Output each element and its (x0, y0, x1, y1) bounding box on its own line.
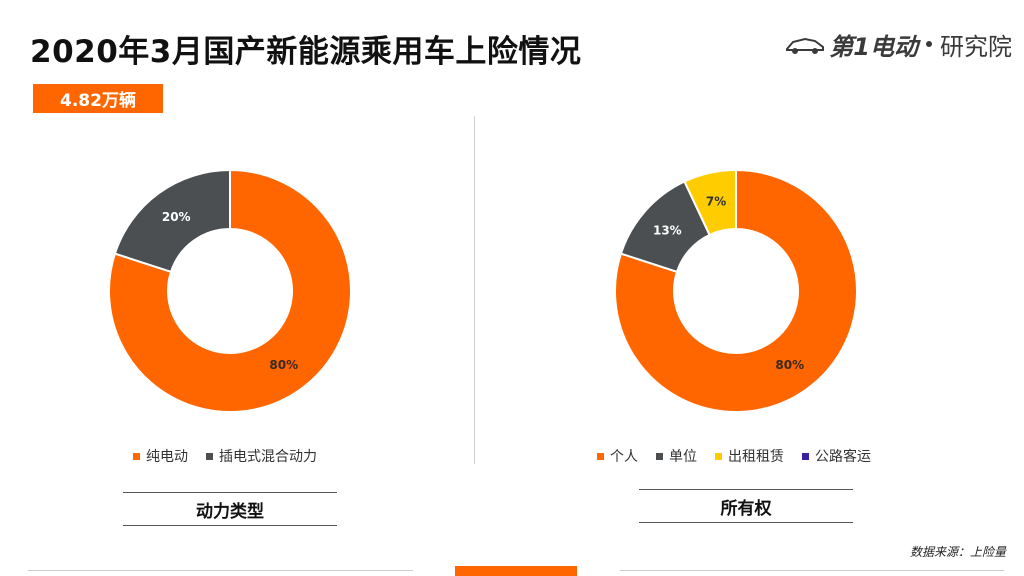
data-label-2: 7% (706, 195, 726, 209)
data-source-note: 数据来源：上险量 (909, 545, 1006, 559)
logo-sub: 研究院 (940, 32, 1012, 61)
total-badge: 4.82万辆 (33, 84, 163, 113)
footer-line-left (28, 570, 413, 571)
data-label-1: 13% (653, 223, 682, 237)
legend-item-1: 单位 (656, 446, 697, 466)
panel-divider (474, 116, 475, 464)
legend-item-2: 出租租赁 (715, 446, 784, 466)
footer-line-right (620, 570, 1004, 571)
donut-slice-0 (108, 168, 352, 413)
data-label-0: 80% (775, 358, 804, 372)
logo-dot (926, 41, 932, 47)
legend-swatch-0 (597, 452, 604, 460)
ownership-legend: 个人 单位 出租租赁 公路客运 (597, 446, 871, 466)
logo-brand: 第1电动 (829, 32, 918, 61)
legend-label-1: 单位 (669, 449, 697, 465)
power-type-legend: 纯电动 插电式混合动力 (133, 446, 317, 466)
legend-item-0: 纯电动 (133, 446, 188, 466)
brand-logo: 第1电动 研究院 (785, 26, 1012, 62)
legend-swatch-2 (715, 452, 722, 460)
data-label-1: 20% (162, 210, 191, 224)
legend-swatch-1 (656, 452, 663, 460)
ownership-caption: 所有权 (639, 489, 853, 523)
footer-accent-bar (455, 566, 577, 576)
legend-label-2: 出租租赁 (728, 449, 784, 465)
legend-item-3: 公路客运 (802, 446, 871, 466)
legend-item-1: 插电式混合动力 (206, 446, 317, 466)
power-type-caption: 动力类型 (123, 492, 337, 526)
legend-label-1: 插电式混合动力 (219, 449, 317, 465)
legend-swatch-3 (802, 452, 809, 460)
legend-item-0: 个人 (597, 446, 638, 466)
donut-slice-2 (683, 168, 737, 237)
legend-swatch-1 (206, 452, 213, 460)
data-label-0: 80% (269, 358, 298, 372)
car-icon (786, 37, 825, 54)
legend-label-0: 纯电动 (146, 449, 188, 465)
ownership-donut-chart: 80% 13% 7% (614, 168, 858, 413)
donut-slice-0 (614, 168, 858, 413)
legend-label-0: 个人 (610, 449, 638, 465)
legend-label-3: 公路客运 (815, 449, 871, 465)
page-title: 2020年3月国产新能源乘用车上险情况 (30, 34, 582, 70)
legend-swatch-0 (133, 452, 140, 460)
donut-slice-1 (113, 168, 231, 274)
power-type-donut-chart: 80% 20% (108, 168, 352, 413)
